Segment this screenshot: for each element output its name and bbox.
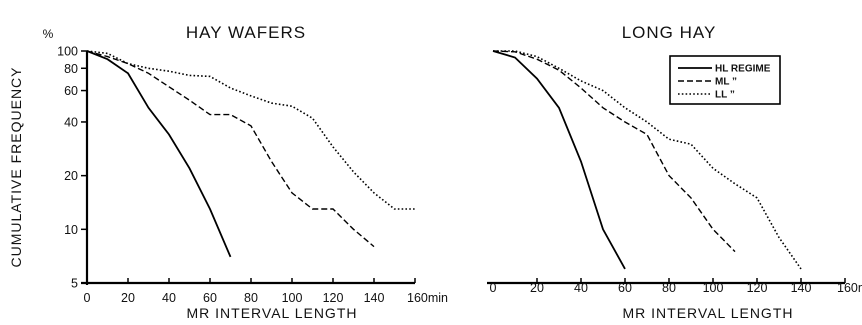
x-tick-label: 140 [791,281,812,295]
legend-label: ML ” [715,77,737,88]
x-tick-label: 120 [323,291,344,305]
x-axis-label: MR INTERVAL LENGTH [623,305,794,321]
y-unit-label: % [43,27,54,41]
chart-title: HAY WAFERS [186,23,306,42]
y-tick-label: 40 [64,115,78,129]
x-tick-label: 80 [244,291,258,305]
y-tick-label: 5 [71,277,78,291]
series-line-solid [492,50,626,270]
legend-label: LL ” [715,90,735,101]
x-tick-label: 140 [364,291,385,305]
x-tick-label: 40 [574,281,588,295]
long-hay-chart: LONG HAY 0 20 40 60 80 100 120 140 160min MR INTER… [487,23,862,321]
x-tick-label: 60 [203,291,217,305]
x-tick-label: 20 [530,281,544,295]
y-tick-label: 60 [64,84,78,98]
x-tick-label: 20 [121,291,135,305]
hay-wafers-chart: HAY WAFERS 0 20 40 60 80 100 120 140 160min MR INT… [8,23,448,321]
y-tick-label: 10 [64,223,78,237]
series-line-solid [86,50,232,258]
x-tick-label: 160min [837,281,862,295]
legend-box [669,55,781,105]
y-axis-label: CUMULATIVE FREQUENCY [8,67,24,268]
legend: HL REGIME ML ” LL ” [669,55,781,105]
x-tick-label: 80 [662,281,676,295]
x-axis-label: MR INTERVAL LENGTH [187,305,358,321]
x-tick-label: 100 [703,281,724,295]
x-tick-label: 0 [490,281,497,295]
chart-title: LONG HAY [622,23,717,42]
x-tick-label: 40 [162,291,176,305]
series-line-dotted [86,50,415,210]
x-tick-label: 160min [407,291,448,305]
x-tick-label: 100 [282,291,303,305]
x-tick-label: 120 [747,281,768,295]
series-line-dotted [493,50,802,270]
x-tick-label: 60 [618,281,632,295]
series-line-dashed [86,50,375,248]
y-tick-label: 100 [57,45,78,59]
y-tick-label: 20 [64,169,78,183]
x-tick-label: 0 [84,291,91,305]
legend-label: HL REGIME [715,64,771,75]
y-tick-label: 80 [64,62,78,76]
series-line-dashed [492,50,736,253]
